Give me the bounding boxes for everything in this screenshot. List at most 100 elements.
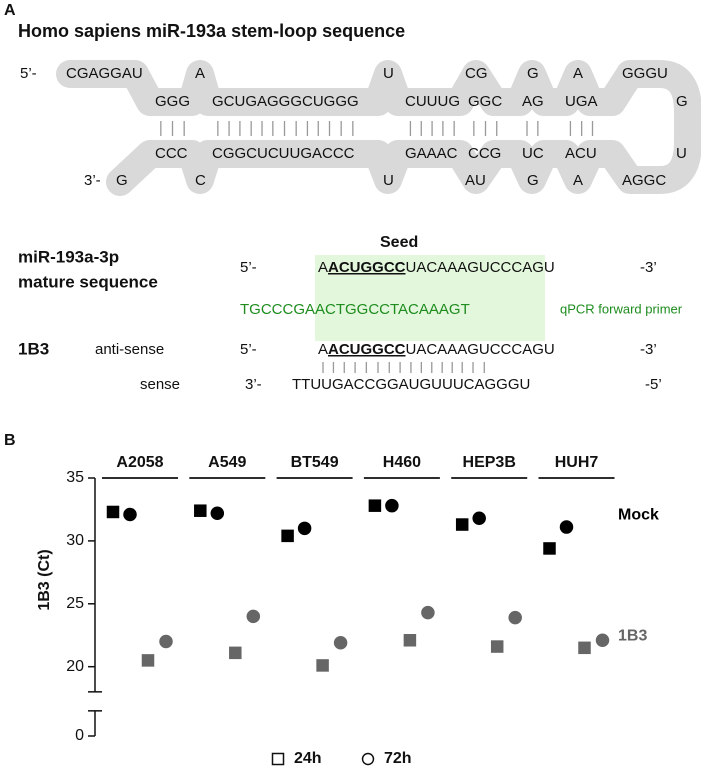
point	[543, 542, 556, 555]
mature-name: mature sequence	[18, 272, 158, 291]
y-tick-label: 25	[66, 595, 84, 612]
nt: A	[573, 172, 583, 189]
five-prime: 5’-	[240, 341, 257, 358]
nt: UGA	[565, 93, 598, 110]
primer-label: qPCR forward primer	[560, 301, 683, 316]
three-prime: 3’-	[84, 172, 101, 189]
panel-label: B	[4, 432, 16, 449]
nt: UC	[522, 145, 544, 162]
nt: GGG	[155, 93, 190, 110]
nt: CG	[465, 65, 488, 82]
nt: GAAAC	[405, 145, 458, 162]
point	[210, 506, 225, 520]
point	[316, 659, 329, 672]
nt: AGGC	[622, 172, 666, 189]
nt: A	[318, 341, 328, 358]
point	[361, 752, 375, 766]
category-label: H460	[383, 454, 421, 471]
point	[106, 505, 120, 519]
point	[455, 518, 469, 531]
base-pairs	[322, 362, 485, 373]
seed: ACUGGCC	[328, 259, 406, 276]
point	[194, 504, 207, 517]
point	[559, 520, 574, 534]
y-tick-label: 0	[75, 727, 84, 744]
nt: AU	[465, 172, 486, 189]
point	[159, 634, 173, 649]
point	[297, 521, 312, 536]
nt: A	[318, 259, 328, 276]
three-prime: -3’	[640, 341, 657, 358]
point	[490, 640, 504, 653]
strand-label: sense	[140, 376, 180, 393]
nt: U	[676, 145, 687, 162]
legend-label: 72h	[384, 750, 412, 767]
point	[246, 609, 261, 624]
chart: 0 20 25 30 35 1B3 (Ct) A2058 A549 BT549 H460 HEP3B…	[36, 454, 659, 767]
mature-sequence: AACUGGCCUACAAAGUCCCAGU	[318, 259, 555, 276]
nt: UACAAAGU	[406, 341, 490, 358]
five-prime: 5’-	[20, 65, 37, 82]
primer-sequence: TGCCCGAACTGGCCTACAAAGT	[240, 301, 470, 318]
nt: GCUGAGGGCUGGG	[212, 93, 359, 110]
strand-label: anti-sense	[95, 341, 164, 358]
point	[403, 634, 417, 647]
series-label: Mock	[618, 507, 659, 524]
point	[141, 654, 155, 667]
point	[333, 636, 348, 650]
category-label: BT549	[291, 454, 339, 471]
legend-label: 24h	[294, 750, 322, 767]
y-tick-label: 35	[66, 469, 84, 486]
nt: G	[527, 65, 539, 82]
nt: CCC	[155, 145, 188, 162]
point	[271, 752, 285, 766]
y-tick-label: 30	[66, 532, 84, 549]
five-prime: 5’-	[240, 259, 257, 276]
category-label: A549	[208, 454, 246, 471]
stem-loop-backbone	[56, 60, 701, 196]
three-prime: -3’	[640, 259, 657, 276]
nt: U	[383, 65, 394, 82]
nt: CCG	[468, 145, 501, 162]
panel-label: A	[4, 2, 16, 19]
nt: CCCAGU	[490, 341, 555, 358]
point	[472, 511, 486, 526]
point	[508, 610, 522, 625]
nt: A	[195, 65, 205, 82]
nt: UACAAAGU	[406, 259, 490, 276]
nt: CCCAGU	[490, 259, 555, 276]
nt: GGGU	[622, 65, 668, 82]
nt: GGC	[468, 93, 502, 110]
category-label: A2058	[116, 454, 163, 471]
panel-title: Homo sapiens miR-193a stem-loop sequence	[18, 21, 405, 41]
y-axis-label: 1B3 (Ct)	[36, 549, 53, 610]
nt: C	[195, 172, 206, 189]
nt: ACU	[565, 145, 597, 162]
seed-highlight	[315, 255, 545, 341]
point	[281, 529, 294, 543]
category-label: HEP3B	[463, 454, 516, 471]
seed-label: Seed	[380, 234, 418, 251]
nt: AG	[522, 93, 544, 110]
category-label: HUH7	[555, 454, 599, 471]
nt: CUUUG	[405, 93, 460, 110]
duplex-name: 1B3	[18, 339, 49, 358]
point	[421, 605, 435, 620]
three-prime: 3’-	[245, 376, 262, 393]
mature-name: miR-193a-3p	[18, 247, 119, 266]
nt: CGGCUCUUGACCC	[212, 145, 355, 162]
point	[123, 507, 137, 522]
y-tick-label: 20	[66, 658, 84, 675]
stem-loop: 5’- CGAGGAU A U CG G A GGGU GGG GCUGAGGG…	[20, 65, 688, 189]
point	[578, 641, 591, 655]
nt: A	[573, 65, 583, 82]
five-prime: -5’	[645, 376, 662, 393]
sense-sequence: TTUUGACCGGAUGUUUCAGGGU	[292, 376, 530, 393]
antisense-sequence: AACUGGCCUACAAAGUCCCAGU	[318, 341, 555, 358]
nt: G	[116, 172, 128, 189]
nt: CGAGGAU	[66, 65, 143, 82]
nt: G	[527, 172, 539, 189]
point	[385, 498, 399, 513]
seed: ACUGGCC	[328, 341, 406, 358]
point	[368, 499, 382, 512]
